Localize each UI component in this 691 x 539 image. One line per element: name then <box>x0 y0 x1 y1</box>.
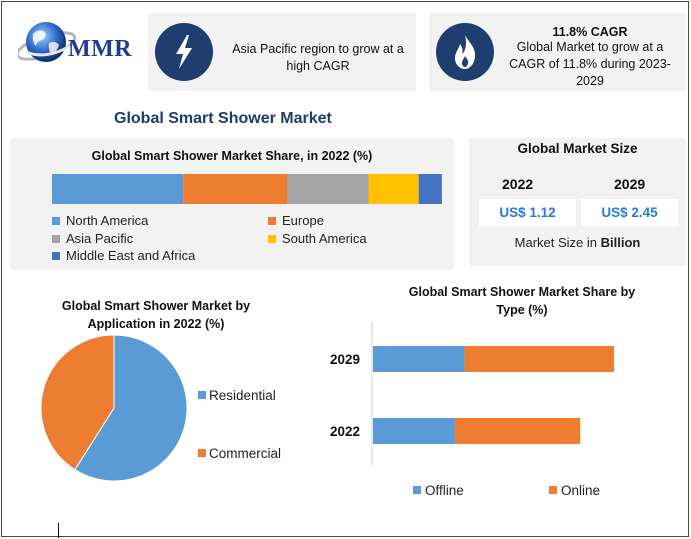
legend-item-south-america: South America <box>268 231 367 246</box>
callout-asia-pacific-text: Asia Pacific region to grow at a high CA… <box>232 42 404 73</box>
legend-label-online: Online <box>561 483 600 498</box>
pie-slice-commercial <box>40 334 115 471</box>
y-tick-label-2029: 2029 <box>330 352 360 367</box>
legend-swatch <box>268 234 276 243</box>
bar-segment-asia-pacific <box>287 174 369 204</box>
bar-online-2022 <box>454 418 581 444</box>
bar-online-2029 <box>464 346 614 372</box>
legend-label: Europe <box>282 213 324 228</box>
logo-wordmark: MMR <box>68 36 133 62</box>
market-size-unit-prefix: Market Size in <box>514 235 601 250</box>
regional-share-title: Global Smart Shower Market Share, in 202… <box>91 149 373 163</box>
y-tick-label-2022: 2022 <box>330 424 360 439</box>
bar-offline-2029 <box>373 346 465 372</box>
legend-label: Middle East and Africa <box>66 248 196 263</box>
market-size-value-2029: US$ 2.45 <box>581 199 678 226</box>
pie-slice-residential <box>74 334 188 482</box>
market-size-title: Global Market Size <box>517 141 638 156</box>
regional-share-panel: Global Smart Shower Market Share, in 202… <box>10 138 454 270</box>
application-share-chart: Residential Commercial <box>40 334 281 482</box>
legend-item-europe: Europe <box>268 213 324 228</box>
legend-item-north-america: North America <box>52 213 148 228</box>
page-title: Global Smart Shower Market <box>114 110 332 127</box>
brand-logo: MMR <box>12 14 142 78</box>
lightning-bolt-icon <box>155 23 213 81</box>
legend-swatch <box>52 251 60 260</box>
flame-icon <box>436 23 494 81</box>
legend-swatch-online <box>549 486 557 494</box>
legend-label-offline: Offline <box>425 483 464 498</box>
bar-segment-europe <box>183 174 288 204</box>
legend-swatch-commercial <box>198 449 206 457</box>
type-share-chart: 2029 2022 Offline Online <box>330 322 614 498</box>
bar-offline-2022 <box>373 418 455 444</box>
callout-cagr-text: Global Market to grow at a CAGR of 11.8%… <box>509 40 671 88</box>
market-size-unit: Market Size in Billion <box>469 235 686 250</box>
globe-icon <box>18 22 77 62</box>
market-size-value-2022: US$ 1.12 <box>479 199 576 226</box>
application-share-title: Global Smart Shower Market by Applicatio… <box>61 299 251 331</box>
legend-swatch <box>52 234 60 243</box>
legend-label: Asia Pacific <box>66 231 134 246</box>
market-size-unit-bold: Billion <box>600 235 641 250</box>
text-cursor <box>58 523 59 538</box>
bar-segment-north-america <box>52 174 184 204</box>
legend-swatch <box>52 216 60 225</box>
callout-cagr: 11.8% CAGR Global Market to grow at a CA… <box>429 13 686 91</box>
callout-cagr-headline: 11.8% CAGR <box>552 25 628 39</box>
market-size-panel: Global Market Size 2022 2029 US$ 1.12 US… <box>469 138 686 266</box>
type-share-title: Global Smart Shower Market Share by Type… <box>408 285 636 317</box>
callout-asia-pacific: Asia Pacific region to grow at a high CA… <box>148 13 416 91</box>
legend-label: South America <box>282 231 367 246</box>
legend-label-commercial: Commercial <box>209 446 281 461</box>
legend-item-middle-east-and-africa: Middle East and Africa <box>52 248 195 263</box>
legend-label-residential: Residential <box>209 388 276 403</box>
legend-label: North America <box>66 213 149 228</box>
bar-segment-south-america <box>368 174 419 204</box>
market-size-year-2029: 2029 <box>614 176 646 192</box>
legend-item-asia-pacific: Asia Pacific <box>52 231 133 246</box>
legend-swatch-residential <box>198 391 206 399</box>
market-size-year-2022: 2022 <box>502 176 534 192</box>
regional-share-chart <box>52 174 442 204</box>
legend-swatch <box>268 216 276 225</box>
bar-segment-middle-east-and-africa <box>418 174 442 204</box>
legend-swatch-offline <box>413 486 421 494</box>
